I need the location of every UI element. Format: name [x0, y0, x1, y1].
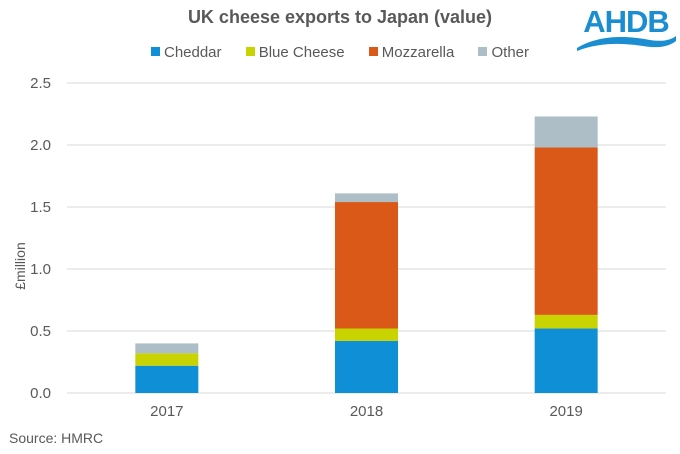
bar-cheddar-2017 — [135, 365, 199, 393]
bar-blue-cheese-2018 — [335, 328, 398, 341]
chart-title: UK cheese exports to Japan (value) — [187, 7, 493, 27]
legend-swatch-other — [478, 47, 488, 56]
legend-label-other: Other — [491, 44, 529, 61]
source-note: Source: HMRC — [9, 430, 104, 446]
legend-swatch-cheddar — [150, 47, 160, 56]
legend-swatch-blue-cheese — [245, 47, 255, 56]
legend-label-blue-cheese: Blue Cheese — [258, 44, 345, 61]
legend-item-other: Other — [478, 44, 529, 61]
y-tick-label: 1.0 — [30, 261, 51, 278]
ahdb-logo: AHDB — [577, 4, 676, 51]
bar-cheddar-2018 — [335, 340, 398, 393]
bar-cheddar-2019 — [534, 328, 598, 393]
x-tick-label: 2018 — [350, 403, 383, 420]
y-tick-label: 2.5 — [30, 75, 51, 92]
bar-other-2019 — [534, 116, 598, 148]
legend-label-cheddar: Cheddar — [163, 44, 222, 61]
bar-mozzarella-2018 — [335, 202, 398, 329]
svg-text:AHDB: AHDB — [583, 4, 669, 39]
legend-item-blue-cheese: Blue Cheese — [245, 44, 345, 61]
legend-item-cheddar: Cheddar — [150, 44, 222, 61]
bar-blue-cheese-2017 — [135, 353, 199, 366]
y-tick-label: 1.5 — [30, 199, 51, 216]
bar-other-2017 — [135, 343, 199, 354]
legend-label-mozzarella: Mozzarella — [381, 44, 455, 61]
legend-item-mozzarella: Mozzarella — [368, 44, 455, 61]
legend-swatch-mozzarella — [368, 47, 378, 56]
x-tick-label: 2017 — [150, 403, 183, 420]
bar-other-2018 — [335, 193, 398, 203]
y-tick-label: 0.5 — [30, 323, 51, 340]
legend: Cheddar Blue Cheese Mozzarella Other — [0, 44, 680, 61]
x-tick-label: 2019 — [549, 403, 582, 420]
bar-mozzarella-2019 — [534, 147, 598, 315]
y-tick-label: 0.0 — [30, 385, 51, 402]
bar-blue-cheese-2019 — [534, 314, 598, 329]
y-tick-label: 2.0 — [30, 137, 51, 154]
